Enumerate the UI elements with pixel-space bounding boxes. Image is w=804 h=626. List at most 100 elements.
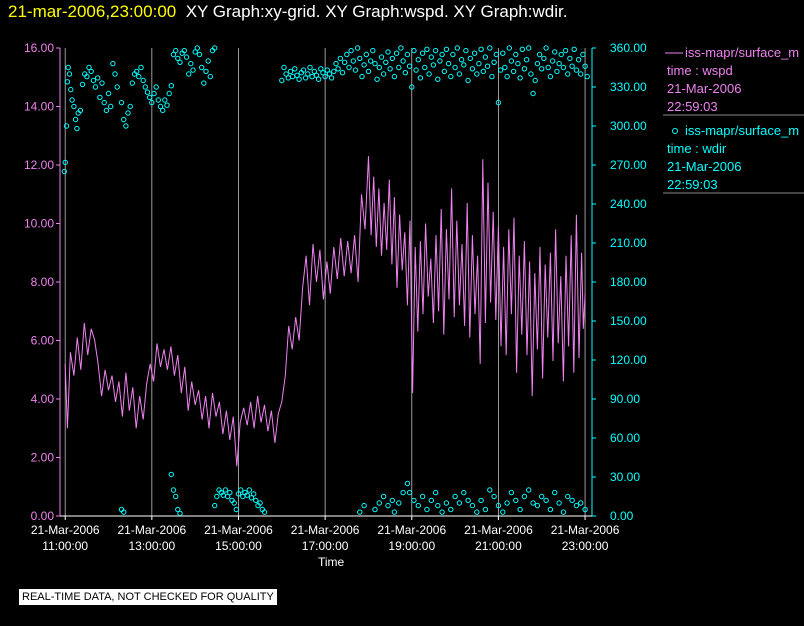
- legend-date-0: 21-Mar-2006: [667, 81, 742, 96]
- wdir-point-222: [532, 77, 538, 84]
- x-tick-time-3: 17:00:00: [302, 539, 349, 553]
- wdir-point-254: [400, 489, 406, 496]
- wdir-point-31: [121, 116, 127, 123]
- wdir-point-26: [108, 103, 114, 110]
- legend-circle-marker-1: [672, 128, 678, 134]
- wdir-point-116: [302, 75, 309, 81]
- wdir-point-164: [406, 63, 413, 69]
- wdir-point-0: [61, 168, 68, 175]
- right-tick-label-3: 90.00: [610, 392, 640, 406]
- wdir-point-259: [419, 493, 426, 500]
- wdir-point-181: [443, 46, 450, 52]
- legend-time-1: 22:59:03: [667, 177, 718, 192]
- wdir-point-250: [385, 502, 391, 509]
- wdir-point-67: [199, 64, 205, 71]
- wdir-point-196: [476, 60, 482, 67]
- wdir-point-96: [244, 492, 250, 498]
- wdir-point-136: [346, 64, 352, 71]
- wdir-point-153: [383, 59, 389, 65]
- wdir-point-255: [404, 480, 411, 487]
- wdir-point-295: [573, 502, 580, 509]
- wdir-point-126: [324, 67, 330, 73]
- wdir-point-88: [227, 489, 233, 496]
- wdir-point-32: [123, 123, 129, 129]
- wdir-point-115: [300, 67, 307, 73]
- wdir-point-128: [328, 75, 335, 81]
- wdir-point-132: [337, 55, 343, 62]
- wdir-point-39: [138, 64, 144, 71]
- left-tick-label-6: 12.00: [24, 158, 54, 172]
- wdir-point-71: [207, 73, 214, 80]
- wdir-point-99: [251, 491, 257, 497]
- left-tick-label-7: 14.00: [24, 100, 54, 114]
- wdir-point-16: [86, 64, 92, 71]
- wdir-point-77: [175, 506, 181, 513]
- wdir-point-92: [235, 491, 242, 497]
- wdir-point-289: [547, 506, 554, 513]
- wdir-point-40: [140, 77, 146, 84]
- wdir-point-182: [445, 60, 452, 67]
- wdir-point-156: [389, 55, 395, 62]
- left-tick-label-2: 4.00: [31, 392, 55, 406]
- wdir-point-241: [573, 67, 580, 73]
- wdir-point-245: [582, 63, 588, 69]
- wdir-point-243: [578, 71, 584, 77]
- wdir-point-242: [575, 57, 582, 63]
- wdir-point-138: [350, 58, 356, 64]
- wdir-point-56: [175, 55, 181, 62]
- wdir-point-210: [506, 45, 512, 51]
- wdir-point-64: [192, 49, 198, 55]
- wdir-point-213: [513, 51, 519, 58]
- wdir-point-33: [125, 110, 131, 116]
- wdir-point-43: [147, 94, 153, 101]
- wdir-point-279: [504, 500, 510, 506]
- legend-time-0: 22:59:03: [667, 99, 718, 114]
- right-tick-label-1: 30.00: [610, 470, 640, 484]
- wdir-point-20: [95, 75, 101, 81]
- wdir-point-188: [458, 57, 465, 63]
- wdir-point-209: [504, 73, 510, 80]
- wdir-point-275: [487, 487, 493, 493]
- wdir-point-10: [74, 125, 80, 132]
- wdir-point-6: [68, 86, 74, 93]
- wdir-point-143: [361, 62, 367, 68]
- wdir-point-214: [515, 60, 521, 67]
- wdir-point-120: [311, 68, 317, 75]
- wdir-point-46: [153, 84, 159, 90]
- wdir-point-158: [393, 50, 400, 56]
- wdir-point-106: [281, 64, 287, 71]
- wdir-point-66: [196, 51, 203, 58]
- wdir-point-215: [517, 75, 523, 81]
- wdir-point-98: [248, 495, 255, 501]
- right-tick-label-11: 330.00: [610, 80, 647, 94]
- wdir-point-87: [225, 493, 231, 500]
- wdir-point-135: [344, 51, 350, 58]
- wdir-point-195: [474, 71, 480, 77]
- wdir-point-121: [313, 72, 320, 79]
- wdir-point-74: [168, 471, 175, 478]
- right-tick-label-8: 240.00: [610, 197, 647, 211]
- wdir-point-296: [578, 500, 584, 506]
- wdir-point-18: [90, 77, 97, 84]
- wdir-point-208: [502, 64, 508, 71]
- wdir-point-284: [526, 487, 532, 493]
- wdir-point-253: [396, 500, 402, 506]
- wdir-point-51: [164, 102, 170, 108]
- wdir-point-236: [562, 47, 569, 54]
- wdir-point-281: [513, 497, 519, 504]
- wdir-point-13: [79, 81, 86, 88]
- wdir-point-298: [357, 509, 363, 515]
- wdir-point-2: [63, 123, 70, 129]
- wdir-point-3: [64, 79, 71, 85]
- wdir-point-125: [322, 73, 328, 80]
- wdir-point-61: [186, 71, 192, 77]
- wdir-point-91: [233, 506, 240, 513]
- right-tick-label-6: 180.00: [610, 275, 647, 289]
- wdir-point-251: [389, 497, 395, 504]
- wdir-point-148: [372, 60, 378, 67]
- wdir-point-109: [287, 68, 294, 75]
- wdir-point-184: [450, 51, 456, 58]
- wdir-point-65: [194, 45, 201, 51]
- wdir-point-90: [231, 500, 237, 506]
- wdir-point-231: [552, 49, 558, 55]
